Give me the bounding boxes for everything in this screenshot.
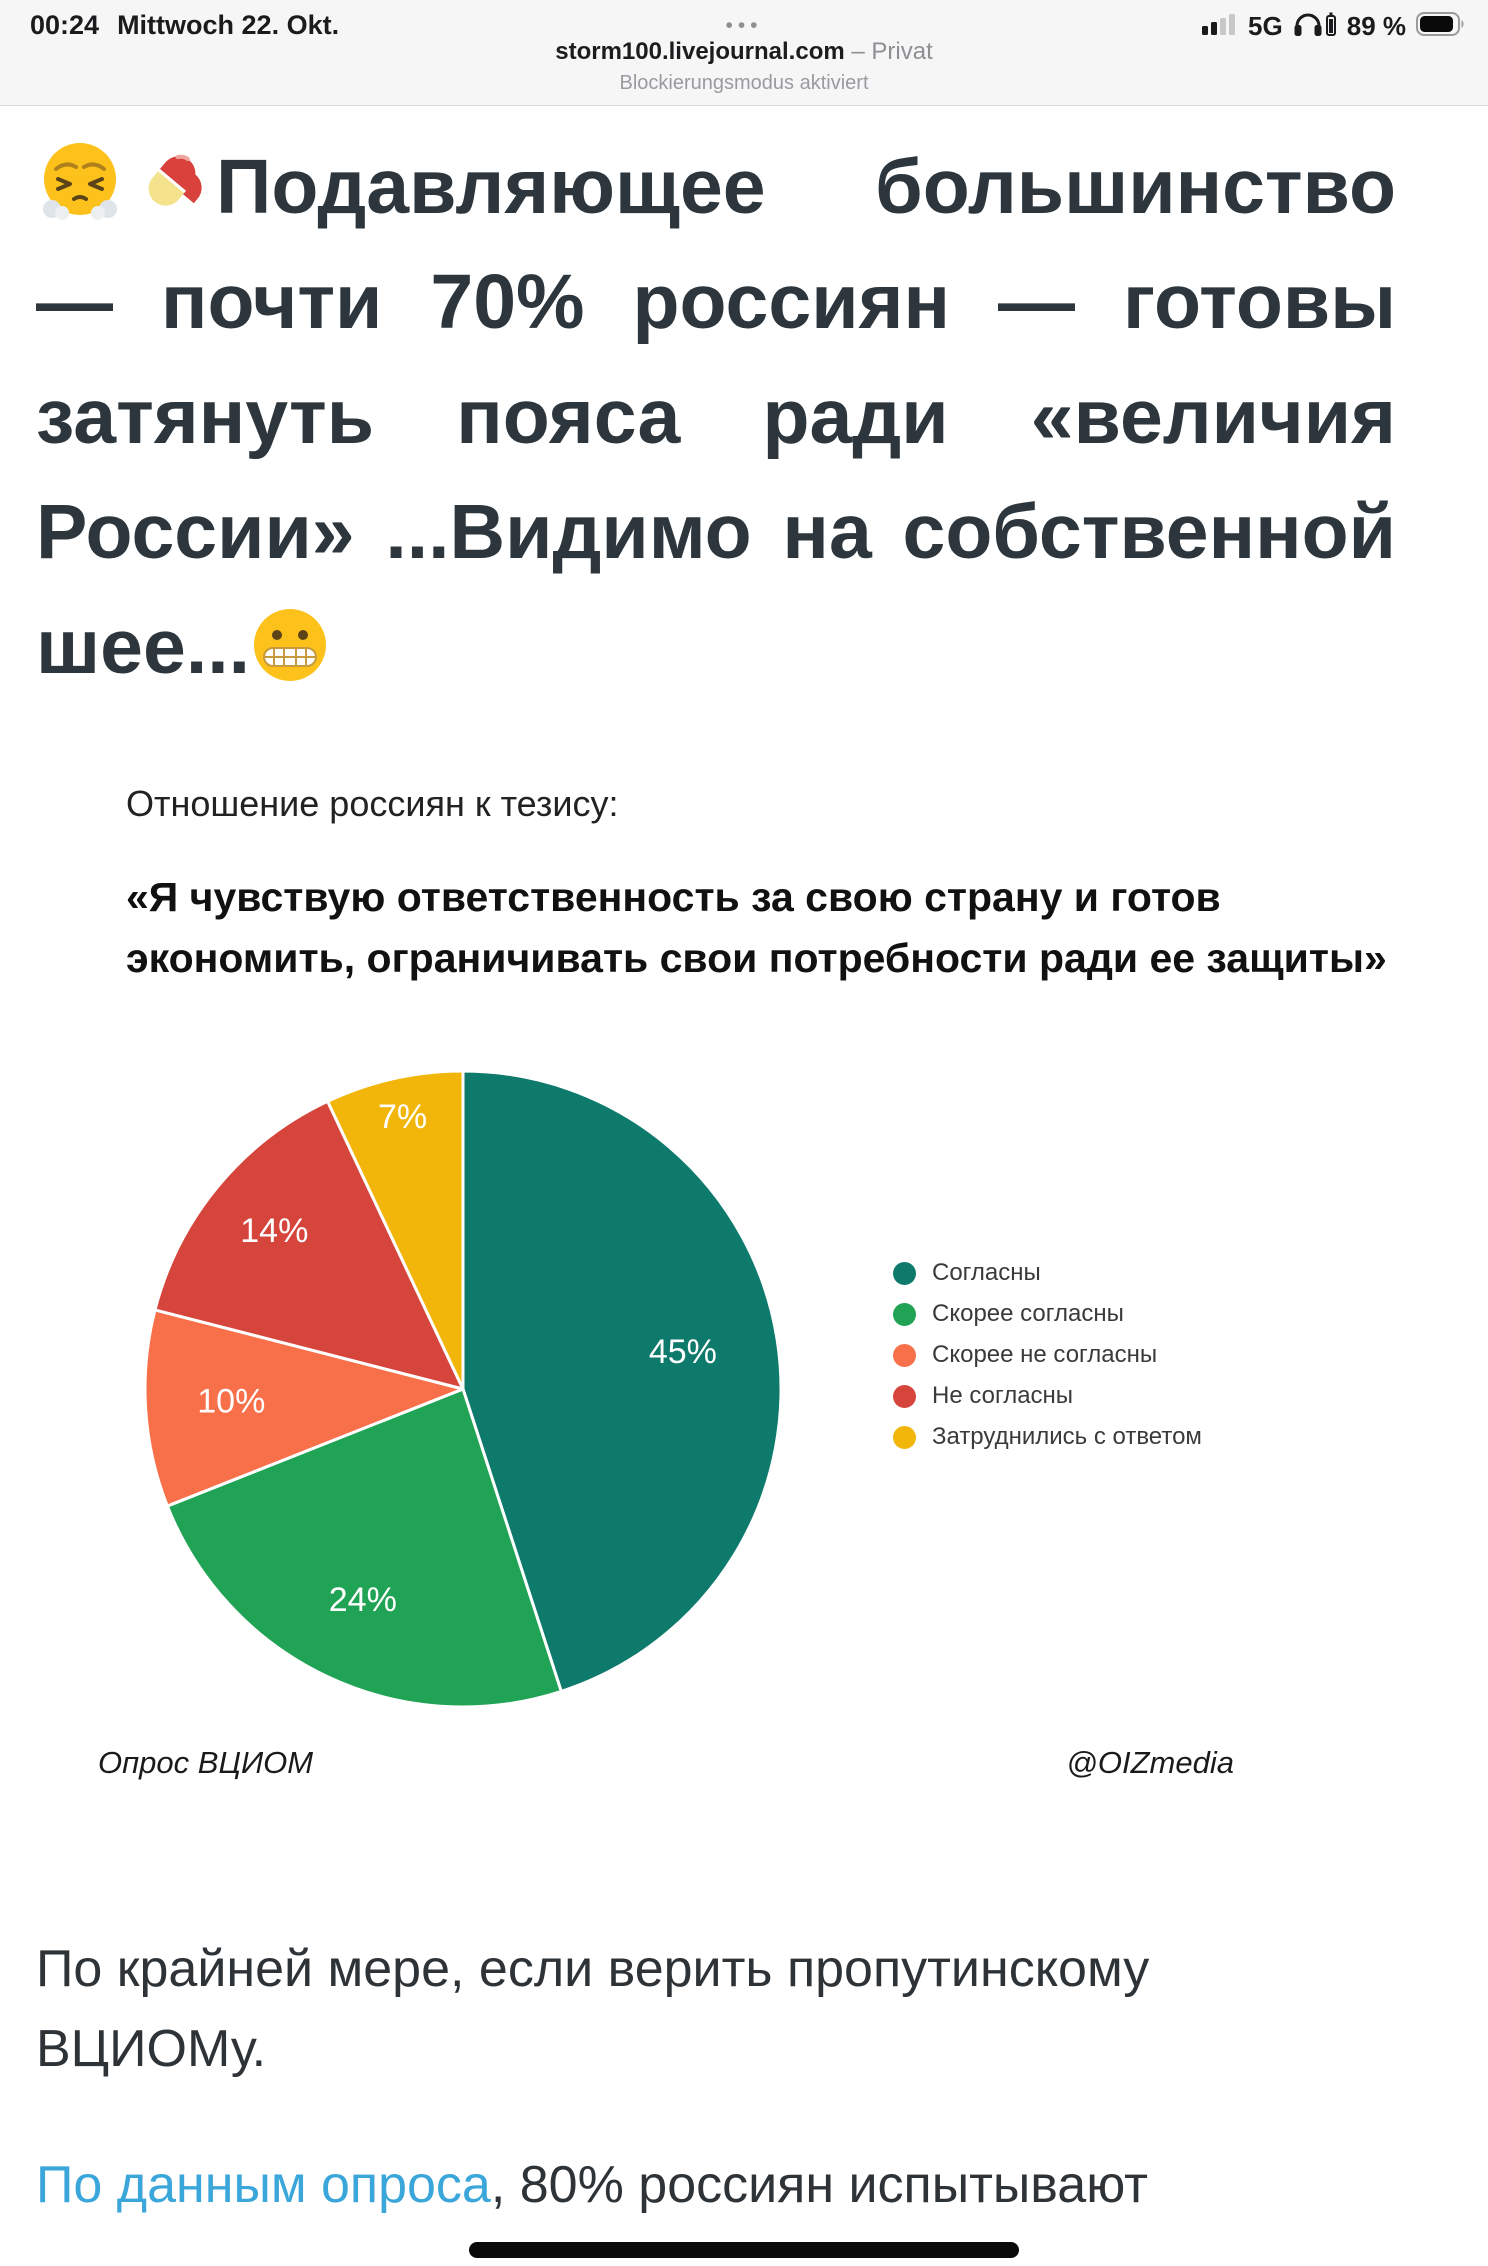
- home-indicator[interactable]: [469, 2242, 1019, 2258]
- chart-quote: «Я чувствую ответственность за свою стра…: [126, 874, 1387, 981]
- face-with-steam-emoji: [36, 143, 124, 230]
- legend-label: Затруднились с ответом: [932, 1423, 1202, 1450]
- after-link-text: , 80% россиян испытывают: [490, 2156, 1148, 2214]
- blocking-mode-status: Blockierungsmodus aktiviert: [619, 72, 869, 94]
- status-bar: 00:24 Mittwoch 22. Okt. ••• 5G: [0, 8, 1488, 48]
- cellular-signal-icon: [1202, 11, 1238, 42]
- pie-value-label: 10%: [197, 1383, 265, 1421]
- chart-legend: Согласны Скорее согласны Скорее не согласн…: [893, 1259, 1202, 1719]
- tab-overview-dots[interactable]: •••: [725, 14, 763, 37]
- url-domain: storm100.livejournal.com: [555, 38, 845, 65]
- survey-link[interactable]: По данным опроса: [36, 2156, 491, 2214]
- clock: 00:24: [30, 10, 100, 40]
- network-type-label: 5G: [1248, 11, 1283, 41]
- pie-slice-4: [326, 1069, 465, 1391]
- headphones-battery-icon: [1293, 10, 1337, 43]
- pie-svg: 45% 24% 10% 14% 7%: [143, 1069, 783, 1709]
- pie-value-label: 7%: [378, 1098, 427, 1136]
- legend-item: Скорее не согласны: [893, 1341, 1202, 1369]
- pie-value-label: 24%: [329, 1581, 397, 1619]
- headline-text: Подавляющее большинство — почти 70% росс…: [36, 144, 1396, 690]
- legend-dot-icon: [893, 1261, 916, 1285]
- chart-captions: Опрос ВЦИОМ @OIZmedia: [98, 1745, 1452, 1781]
- legend-dot-icon: [893, 1343, 916, 1367]
- status-left: 00:24 Mittwoch 22. Okt.: [30, 10, 339, 41]
- battery-percent-label: 89 %: [1346, 11, 1406, 41]
- post-paragraph: По крайней мере, если верить пропутинско…: [36, 1940, 1150, 2078]
- legend-item: Затруднились с ответом: [893, 1423, 1202, 1451]
- post-headline: Подавляющее большинство — почти 70% росс…: [36, 130, 1396, 705]
- legend-label: Скорее согласны: [932, 1300, 1124, 1327]
- pie-slice-3: [153, 1099, 465, 1391]
- grimacing-face-emoji: [250, 604, 330, 690]
- legend-item: Не согласны: [893, 1382, 1202, 1410]
- legend-item: Согласны: [893, 1259, 1202, 1287]
- privacy-label: – Privat: [844, 38, 933, 65]
- legend-label: Скорее не согласны: [932, 1341, 1158, 1368]
- poll-chart: Отношение россиян к тезису: «Я чувствую …: [36, 783, 1452, 1781]
- pill-emoji: [128, 144, 216, 230]
- legend-item: Скорее согласны: [893, 1300, 1202, 1328]
- address-bar[interactable]: storm100.livejournal.com – Privat: [0, 38, 1488, 66]
- status-date: Mittwoch 22. Okt.: [117, 10, 340, 40]
- chart-body: 45% 24% 10% 14% 7% Согласны Скорее согласны Ск…: [90, 1059, 1452, 1719]
- safari-header: 00:24 Mittwoch 22. Okt. ••• 5G: [0, 0, 1488, 106]
- legend-label: Не согласны: [932, 1382, 1074, 1409]
- pie-slice-0: [461, 1069, 783, 1693]
- legend-dot-icon: [893, 1425, 916, 1449]
- pie-value-label: 14%: [240, 1212, 308, 1250]
- chart-source-caption: Опрос ВЦИОМ: [98, 1745, 314, 1780]
- pie-chart: 45% 24% 10% 14% 7%: [133, 1059, 793, 1719]
- battery-icon: [1416, 11, 1466, 42]
- pie-slice-2: [143, 1308, 465, 1508]
- pie-value-label: 45%: [649, 1333, 717, 1371]
- chart-credit-caption: @OIZmedia: [1066, 1745, 1234, 1780]
- chart-title: Отношение россиян к тезису:: [126, 783, 619, 824]
- post-last-line: По данным опроса, 80% россиян испытывают: [36, 2145, 1452, 2225]
- legend-dot-icon: [893, 1384, 916, 1408]
- status-right: 5G 89 %: [1202, 10, 1466, 43]
- legend-dot-icon: [893, 1302, 916, 1326]
- post-content: Подавляющее большинство — почти 70% росс…: [0, 130, 1488, 2225]
- legend-label: Согласны: [932, 1259, 1041, 1286]
